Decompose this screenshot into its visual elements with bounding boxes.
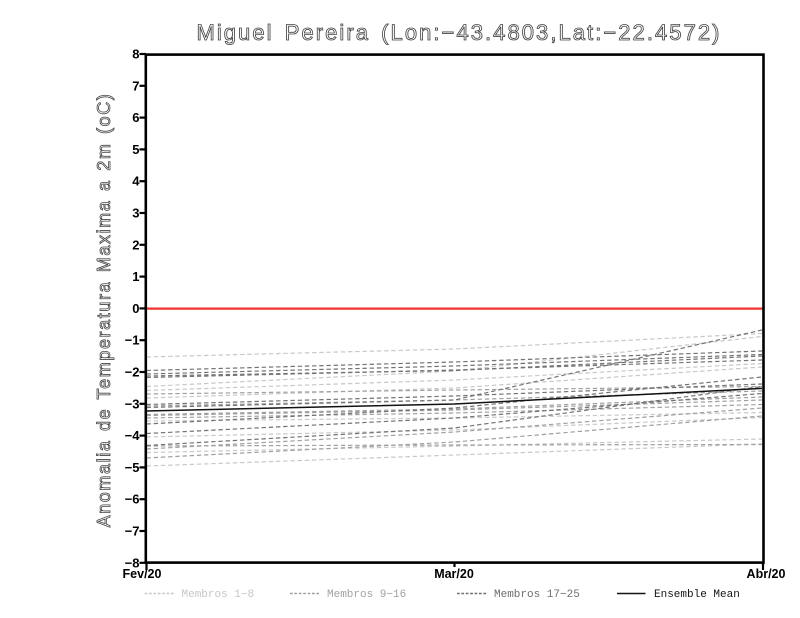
- svg-text:Membros 17−25: Membros 17−25: [494, 589, 580, 601]
- svg-text:0: 0: [132, 301, 139, 316]
- svg-text:−5: −5: [125, 460, 140, 475]
- svg-text:−6: −6: [125, 492, 140, 507]
- svg-text:4: 4: [132, 174, 140, 189]
- svg-text:−3: −3: [125, 396, 140, 411]
- svg-text:−1: −1: [125, 333, 140, 348]
- svg-text:Abr/20: Abr/20: [747, 567, 786, 581]
- svg-text:−2: −2: [125, 365, 140, 380]
- svg-text:3: 3: [132, 206, 139, 221]
- svg-text:−4: −4: [125, 428, 141, 443]
- svg-text:8: 8: [132, 47, 139, 62]
- svg-text:Mar/20: Mar/20: [434, 567, 474, 581]
- svg-text:Ensemble Mean: Ensemble Mean: [654, 589, 740, 601]
- svg-text:6: 6: [132, 110, 139, 125]
- svg-text:Anomalia de Temperatura Maxima: Anomalia de Temperatura Maxima a 2m (oC): [94, 93, 114, 528]
- svg-text:1: 1: [132, 269, 139, 284]
- svg-text:−7: −7: [125, 524, 140, 539]
- svg-text:Miguel Pereira (Lon:−43.4803,L: Miguel Pereira (Lon:−43.4803,Lat:−22.457…: [196, 20, 721, 45]
- svg-text:5: 5: [132, 142, 139, 157]
- svg-text:Membros 1−8: Membros 1−8: [182, 589, 255, 601]
- svg-text:7: 7: [132, 78, 139, 93]
- svg-text:2: 2: [132, 237, 139, 252]
- svg-text:Fev/20: Fev/20: [123, 567, 162, 581]
- svg-text:Membros 9−16: Membros 9−16: [327, 589, 406, 601]
- svg-text:−8: −8: [125, 555, 140, 570]
